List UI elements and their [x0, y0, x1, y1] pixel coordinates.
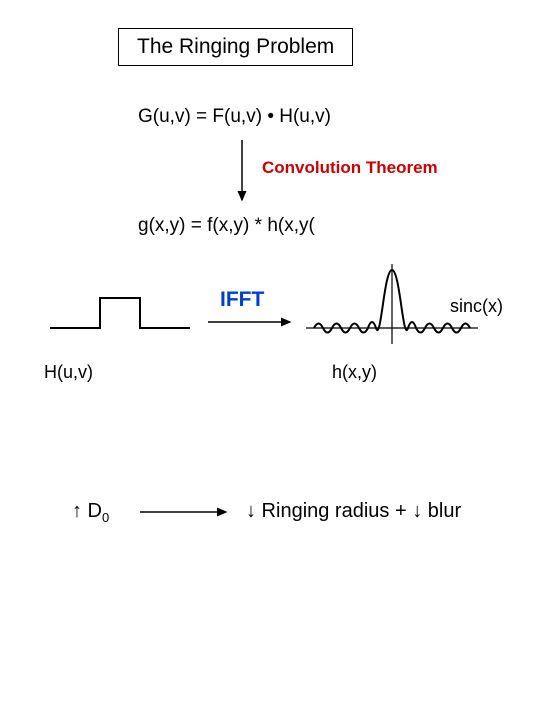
rect-pulse [50, 298, 190, 328]
ringing-radius-label: ↓ Ringing radius + ↓ blur [246, 500, 461, 523]
sinc-curve [314, 270, 470, 333]
d0-label: ↑ D0 [72, 500, 109, 525]
hxy-label: h(x,y) [332, 362, 377, 383]
equation-gxy: g(x,y) = f(x,y) * h(x,y( [138, 215, 315, 237]
sinc-label: sinc(x) [450, 296, 503, 317]
title-text: The Ringing Problem [137, 35, 334, 58]
title-box: The Ringing Problem [118, 28, 353, 66]
huv-label: H(u,v) [44, 362, 93, 383]
equation-guv: G(u,v) = F(u,v) • H(u,v) [138, 106, 331, 128]
convolution-theorem-label: Convolution Theorem [262, 158, 438, 178]
ifft-label: IFFT [220, 288, 264, 312]
